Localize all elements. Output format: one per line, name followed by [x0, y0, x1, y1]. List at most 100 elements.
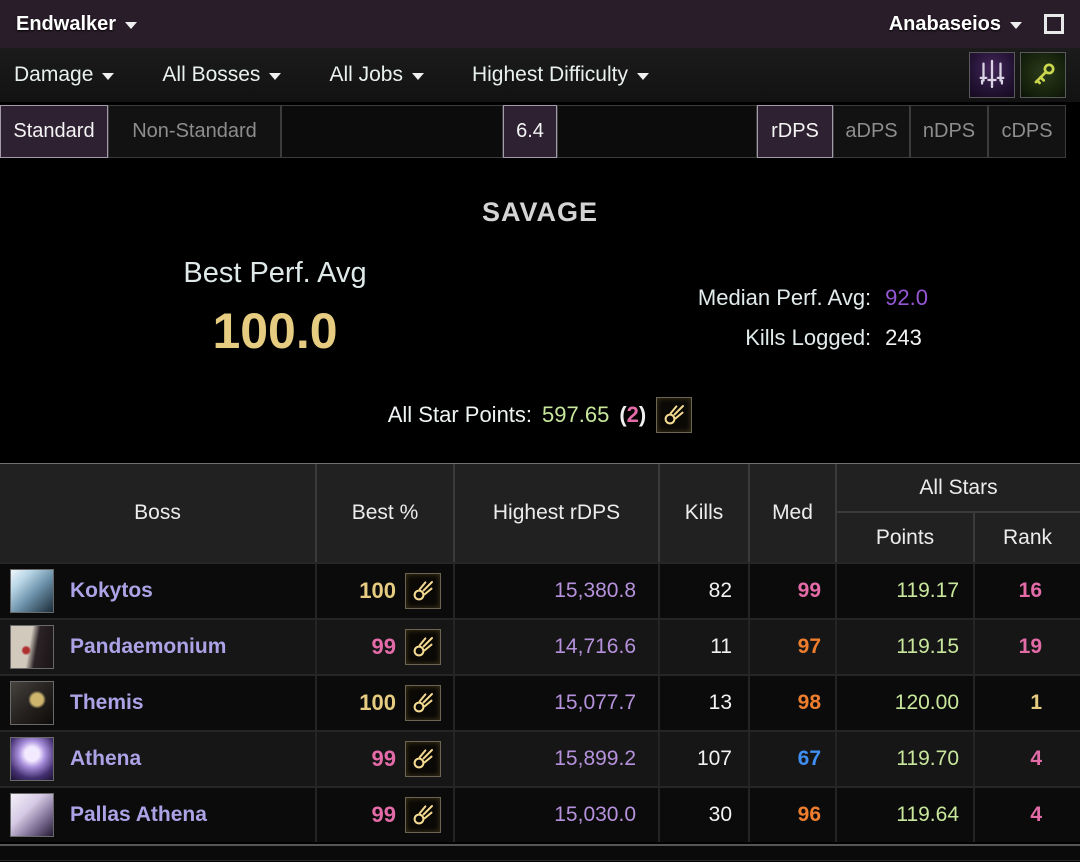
- table-row[interactable]: Pandaemonium 99 14,716.6 11 97 119.15 19: [0, 618, 1080, 674]
- col-header-highest-rdps: Highest rDPS: [455, 464, 660, 562]
- highest-rdps-cell[interactable]: 15,077.7: [455, 676, 660, 730]
- comet-icon[interactable]: [405, 685, 441, 721]
- boss-name-link[interactable]: Pallas Athena: [70, 803, 207, 826]
- boss-cell: Athena: [0, 732, 317, 786]
- chevron-down-icon: [636, 73, 649, 80]
- kills-cell: 30: [660, 788, 750, 842]
- col-header-kills: Kills: [660, 464, 750, 562]
- tab-rdps[interactable]: rDPS: [757, 105, 833, 158]
- comet-icon[interactable]: [405, 573, 441, 609]
- segbar-empty-cell: [281, 105, 503, 158]
- col-header-boss: Boss: [0, 464, 317, 562]
- chevron-down-icon: [1010, 22, 1022, 29]
- boss-cell: Pandaemonium: [0, 620, 317, 674]
- comet-icon[interactable]: [405, 741, 441, 777]
- all-star-rank-cell: 16: [1018, 579, 1042, 602]
- all-star-points-cell: 119.70: [837, 732, 975, 786]
- best-pct-cell: 99: [317, 620, 455, 674]
- best-perf-block: Best Perf. Avg 100.0: [150, 257, 400, 360]
- segbar-filler: [1066, 105, 1080, 158]
- side-stats: Median Perf. Avg: 92.0 Kills Logged: 243: [698, 285, 928, 351]
- table-header: Boss Best % Highest rDPS Kills Med All S…: [0, 464, 1080, 562]
- best-perf-label: Best Perf. Avg: [183, 257, 367, 289]
- all-star-rank-cell: 4: [1030, 747, 1042, 770]
- tab-non-standard[interactable]: Non-Standard: [108, 105, 281, 158]
- highest-rdps-cell[interactable]: 15,030.0: [455, 788, 660, 842]
- all-star-rank-cell: 4: [1030, 803, 1042, 826]
- all-stars-subheader: Points Rank: [837, 513, 1080, 562]
- expansion-dropdown-label: Endwalker: [16, 12, 117, 35]
- filter-toolbar: Damage All Bosses All Jobs Highest Diffi…: [0, 48, 1080, 103]
- highest-rdps-cell[interactable]: 15,899.2: [455, 732, 660, 786]
- col-header-all-stars-group: All Stars Points Rank: [837, 464, 1080, 562]
- highest-rdps-cell[interactable]: 15,380.8: [455, 564, 660, 618]
- col-header-points: Points: [837, 513, 975, 562]
- tab-adps[interactable]: aDPS: [833, 105, 910, 158]
- boss-name-link[interactable]: Athena: [70, 747, 142, 770]
- best-pct-value: 100: [359, 578, 396, 603]
- best-pct-value: 99: [371, 746, 396, 771]
- summary-section: SAVAGE Best Perf. Avg 100.0 Median Perf.…: [0, 161, 1080, 463]
- col-header-rank: Rank: [1002, 525, 1053, 549]
- partition-metric-bar: Standard Non-Standard 6.4 rDPS aDPS nDPS…: [0, 103, 1080, 161]
- median-perf-label: Median Perf. Avg:: [697, 285, 872, 310]
- kills-logged-value: 243: [885, 325, 922, 350]
- metric-dropdown[interactable]: Damage: [14, 63, 115, 87]
- med-cell: 67: [750, 732, 837, 786]
- maximize-icon[interactable]: [1044, 14, 1064, 34]
- boss-filter-dropdown[interactable]: All Bosses: [162, 63, 282, 87]
- jobs-filter-label: All Jobs: [329, 63, 403, 86]
- expansion-dropdown[interactable]: Endwalker: [16, 12, 138, 36]
- all-star-rank-cell: 19: [1018, 635, 1042, 658]
- table-row[interactable]: Pallas Athena 99 15,030.0 30 96 119.64 4: [0, 786, 1080, 842]
- col-header-med: Med: [750, 464, 837, 562]
- comet-icon[interactable]: [405, 797, 441, 833]
- jobs-filter-dropdown[interactable]: All Jobs: [329, 63, 424, 87]
- boss-name-link[interactable]: Themis: [70, 691, 144, 714]
- boss-avatar: [10, 793, 54, 837]
- kills-cell: 107: [660, 732, 750, 786]
- med-cell: 98: [750, 676, 837, 730]
- best-perf-value: 100.0: [212, 303, 338, 359]
- tab-ndps[interactable]: nDPS: [910, 105, 988, 158]
- segbar-empty-cell: [557, 105, 757, 158]
- boss-name-link[interactable]: Pandaemonium: [70, 635, 227, 658]
- all-star-points-cell: 119.17: [837, 564, 975, 618]
- best-pct-value: 99: [371, 802, 396, 827]
- boss-name-link[interactable]: Kokytos: [70, 579, 153, 602]
- zone-dropdown[interactable]: Anabaseios: [889, 13, 1022, 36]
- key-icon[interactable]: [1020, 52, 1066, 98]
- all-star-label: All Star Points:: [387, 402, 533, 427]
- comet-icon[interactable]: [656, 397, 693, 433]
- boss-cell: Pallas Athena: [0, 788, 317, 842]
- comet-icon[interactable]: [405, 629, 441, 665]
- tab-patch[interactable]: 6.4: [503, 105, 557, 158]
- col-header-best-pct: Best %: [317, 464, 455, 562]
- table-row[interactable]: Themis 100 15,077.7 13 98 120.00 1: [0, 674, 1080, 730]
- boss-avatar: [10, 625, 54, 669]
- best-pct-cell: 100: [317, 676, 455, 730]
- best-pct-cell: 99: [317, 788, 455, 842]
- table-row[interactable]: Kokytos 100 15,380.8 82 99 119.17 16: [0, 562, 1080, 618]
- med-cell: 97: [750, 620, 837, 674]
- all-star-points-cell: 120.00: [837, 676, 975, 730]
- swords-icon[interactable]: [969, 52, 1015, 98]
- tab-cdps[interactable]: cDPS: [988, 105, 1066, 158]
- paren-open: (: [619, 402, 627, 427]
- metric-dropdown-label: Damage: [14, 63, 94, 86]
- boss-cell: Kokytos: [0, 564, 317, 618]
- all-star-points-cell: 119.15: [837, 620, 975, 674]
- table-row[interactable]: Athena 99 15,899.2 107 67 119.70 4: [0, 730, 1080, 786]
- boss-avatar: [10, 737, 54, 781]
- boss-cell: Themis: [0, 676, 317, 730]
- best-pct-cell: 100: [317, 564, 455, 618]
- boss-avatar: [10, 681, 54, 725]
- tab-standard[interactable]: Standard: [0, 105, 108, 158]
- kills-logged-label: Kills Logged:: [745, 325, 872, 350]
- chevron-down-icon: [102, 73, 115, 80]
- difficulty-dropdown[interactable]: Highest Difficulty: [472, 63, 649, 87]
- all-star-rank-value: 2: [626, 402, 639, 427]
- all-star-points-line: All Star Points: 597.65 (2): [0, 397, 1080, 433]
- highest-rdps-cell[interactable]: 14,716.6: [455, 620, 660, 674]
- boss-avatar: [10, 569, 54, 613]
